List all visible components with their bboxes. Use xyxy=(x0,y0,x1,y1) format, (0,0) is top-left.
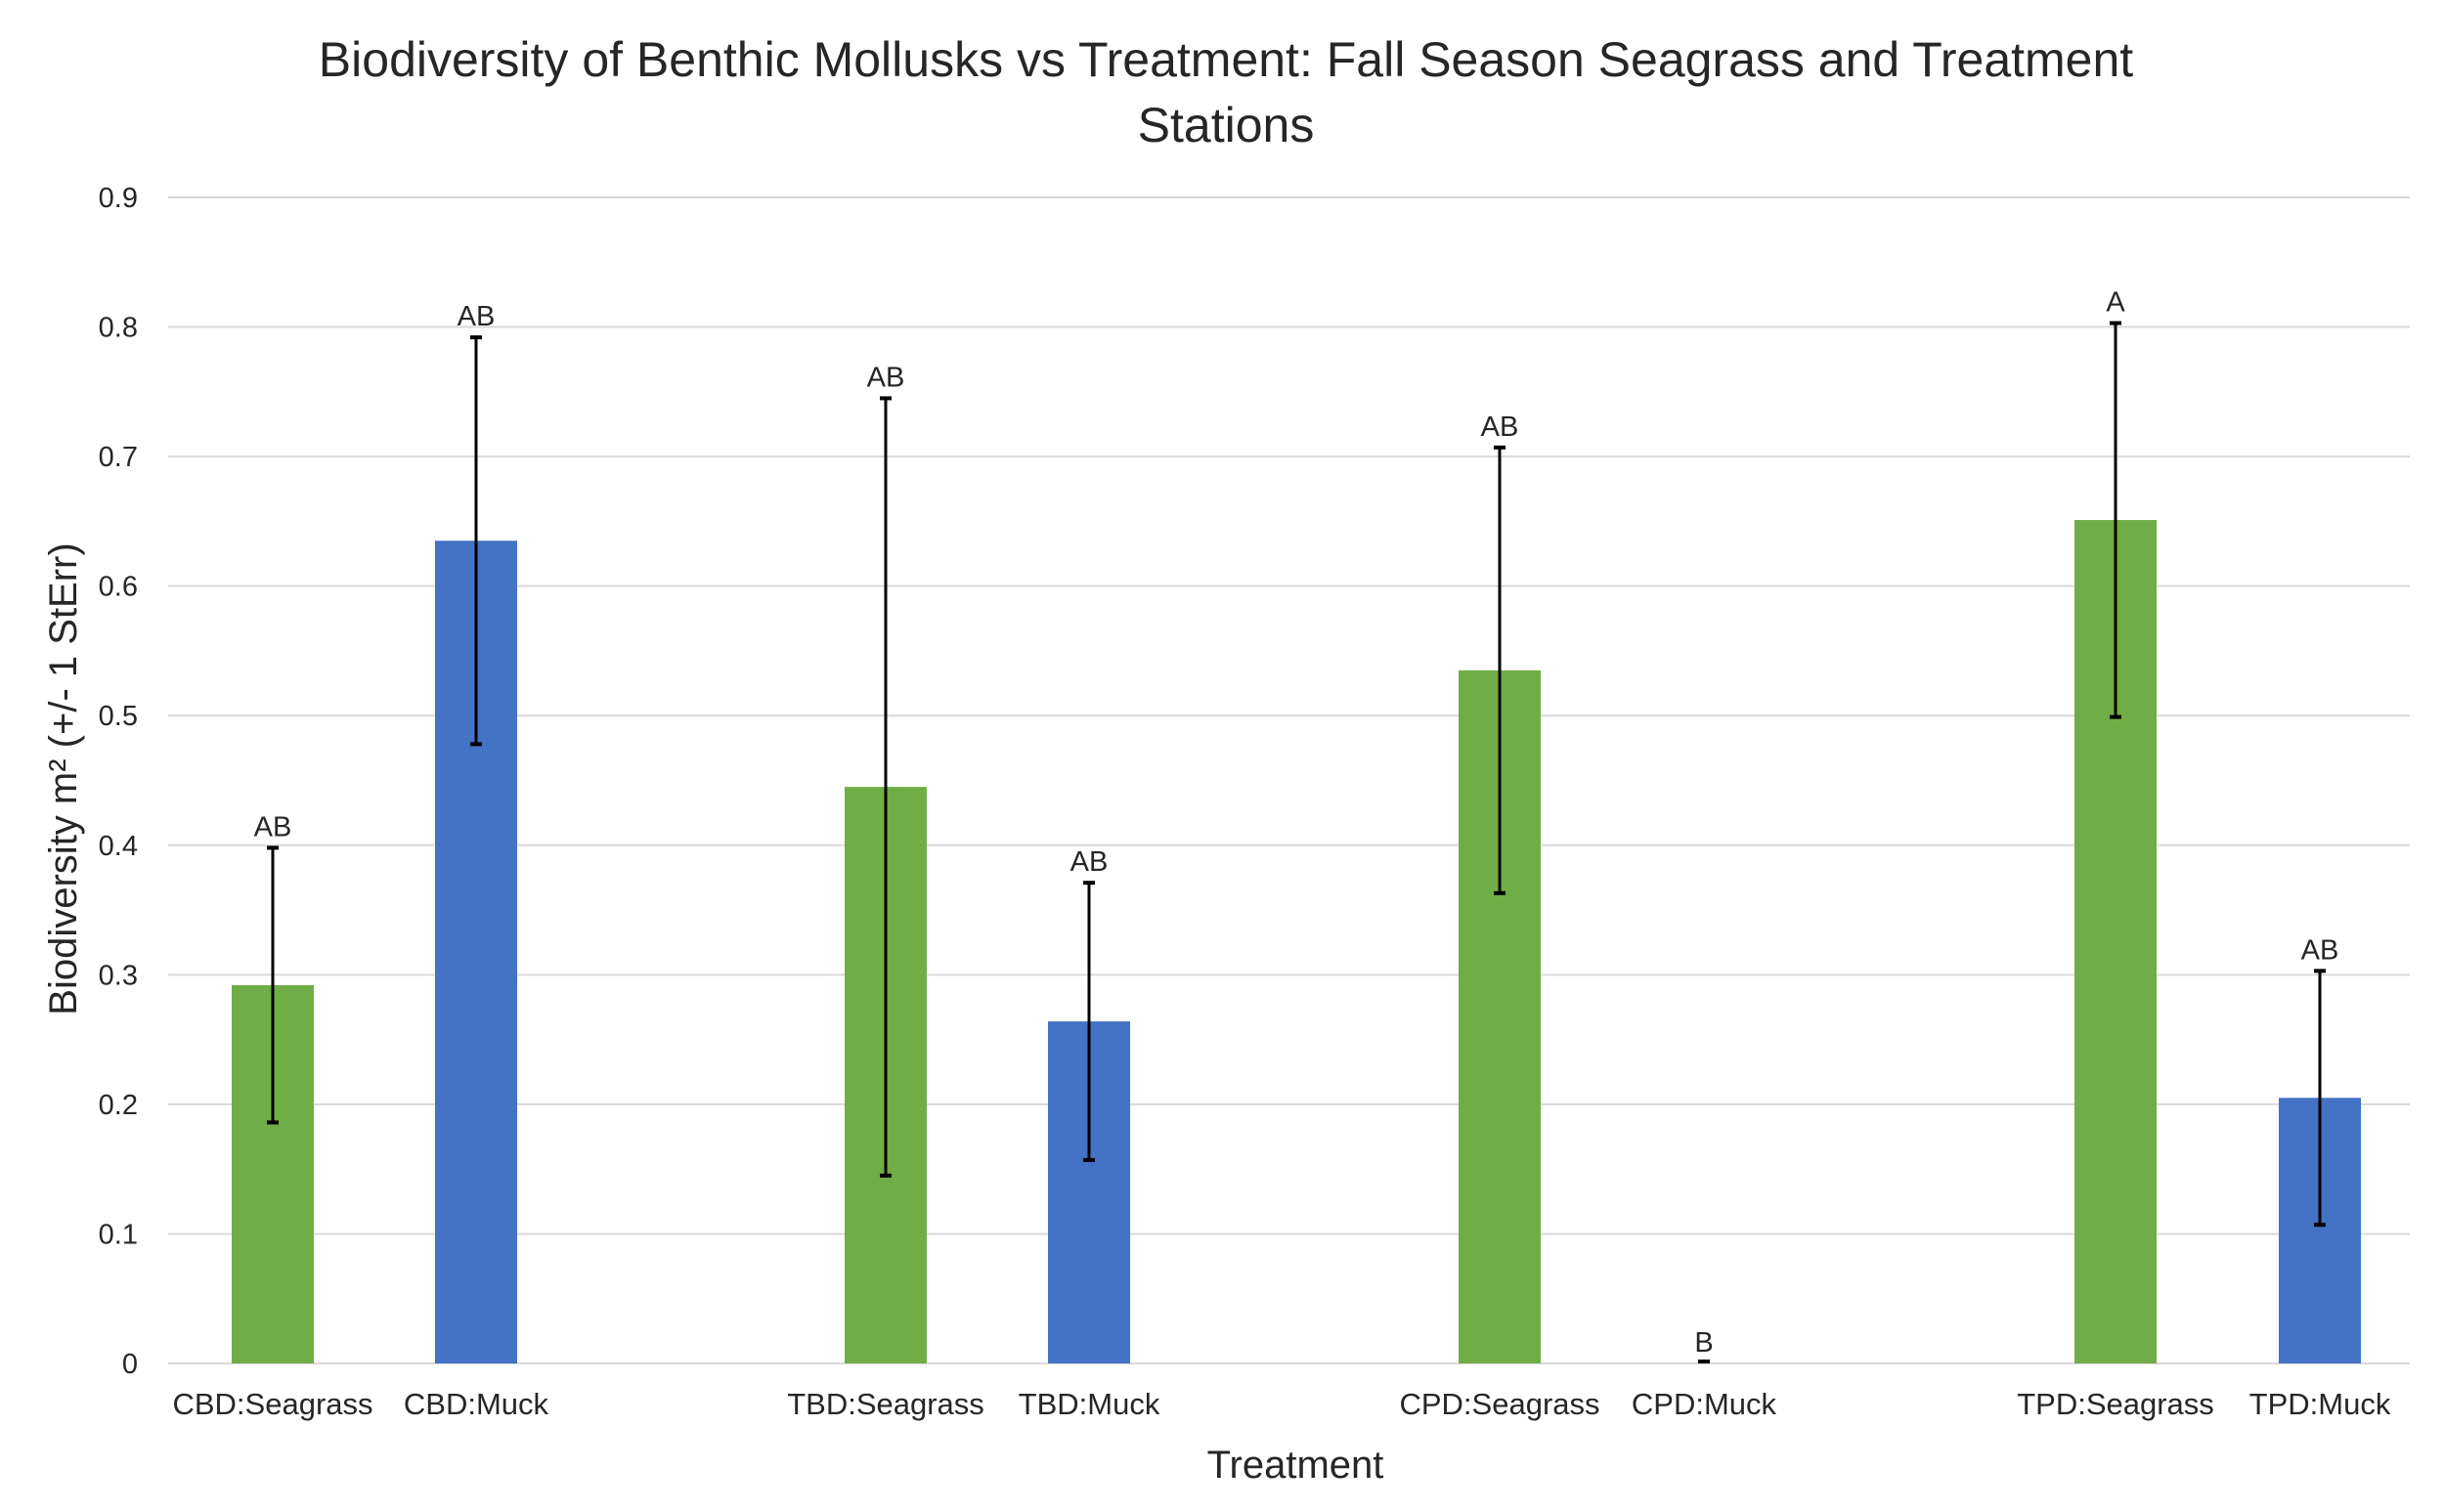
category-label: TPD:Seagrass xyxy=(2017,1387,2214,1421)
gridlines xyxy=(168,196,2410,1364)
y-tick-label: 0.5 xyxy=(99,701,138,732)
category-label: TPD:Muck xyxy=(2249,1387,2391,1421)
x-axis-label: Treatment xyxy=(1207,1444,1384,1487)
category-label: CPD:Muck xyxy=(1632,1387,1777,1421)
y-tick-label: 0.3 xyxy=(99,960,138,991)
error-bars xyxy=(267,321,2326,1363)
significance-letter: B xyxy=(1694,1327,1713,1359)
significance-letter: AB xyxy=(1481,411,1519,443)
significance-letter: AB xyxy=(254,811,292,842)
chart-title-line-2: Stations xyxy=(1138,98,1315,152)
y-tick-label: 0.8 xyxy=(99,313,138,344)
significance-letter: AB xyxy=(1070,846,1109,878)
category-label: TBD:Seagrass xyxy=(787,1387,984,1421)
y-tick-label: 0.7 xyxy=(99,442,138,473)
y-tick-labels: 0 0.1 0.2 0.3 0.4 0.5 0.6 0.7 0.8 0.9 xyxy=(99,183,138,1380)
significance-letter: AB xyxy=(867,362,905,393)
significance-letter: A xyxy=(2106,287,2125,319)
y-tick-label: 0.2 xyxy=(99,1090,138,1121)
category-label: TBD:Muck xyxy=(1019,1387,1160,1421)
y-tick-label: 0.9 xyxy=(99,183,138,214)
y-axis-label: Biodiversity m² (+/- 1 StErr) xyxy=(42,542,85,1015)
y-tick-label: 0.4 xyxy=(99,831,138,862)
chart-title-line-1: Biodiversity of Benthic Mollusks vs Trea… xyxy=(319,32,2134,87)
category-labels: CBD:Seagrass CBD:Muck TBD:Seagrass TBD:Muck… xyxy=(172,1387,2390,1421)
significance-letter: AB xyxy=(2301,934,2339,966)
significance-letters: AB AB AB AB AB B A AB xyxy=(254,287,2339,1359)
bars xyxy=(232,520,2361,1363)
y-tick-label: 0 xyxy=(122,1349,138,1380)
category-label: CPD:Seagrass xyxy=(1399,1387,1599,1421)
category-label: CBD:Muck xyxy=(404,1387,549,1421)
y-tick-label: 0.1 xyxy=(99,1219,138,1250)
y-tick-label: 0.6 xyxy=(99,572,138,603)
category-label: CBD:Seagrass xyxy=(172,1387,372,1421)
significance-letter: AB xyxy=(458,301,496,332)
